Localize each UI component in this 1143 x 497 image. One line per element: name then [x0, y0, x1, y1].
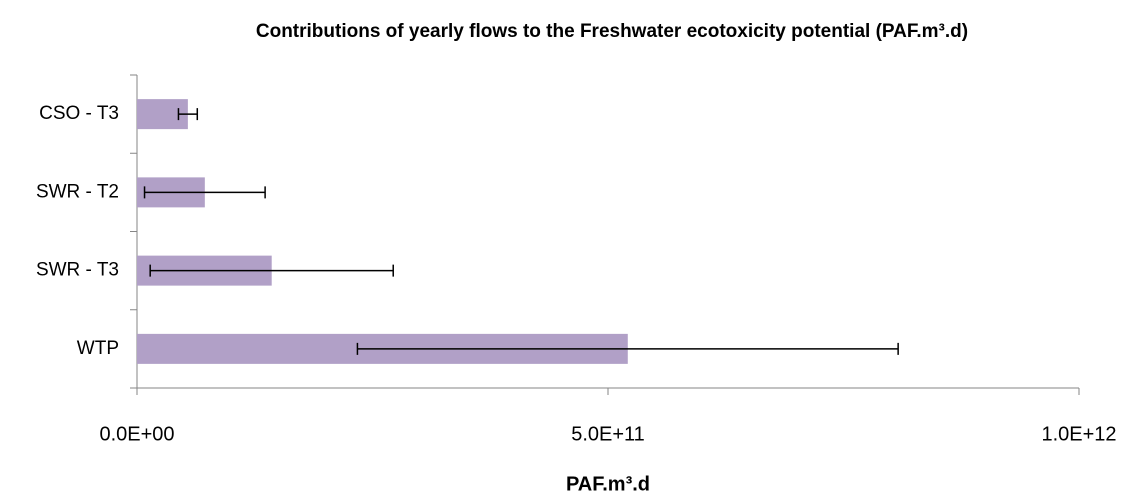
x-axis-title: PAF.m³.d — [566, 473, 650, 495]
y-tick-label: SWR - T3 — [36, 260, 119, 281]
y-tick-label: CSO - T3 — [39, 103, 119, 124]
y-tick-label: WTP — [77, 338, 119, 359]
x-tick-label: 0.0E+00 — [99, 423, 174, 445]
error-bar — [143, 186, 266, 199]
error-bar — [149, 264, 394, 277]
chart-title: Contributions of yearly flows to the Fre… — [256, 21, 968, 42]
x-tick-label: 5.0E+11 — [571, 423, 645, 445]
x-tick-label: 1.0E+12 — [1041, 423, 1116, 445]
error-bar — [356, 342, 899, 355]
error-bar — [177, 108, 199, 121]
y-tick-label: SWR - T2 — [36, 181, 119, 202]
